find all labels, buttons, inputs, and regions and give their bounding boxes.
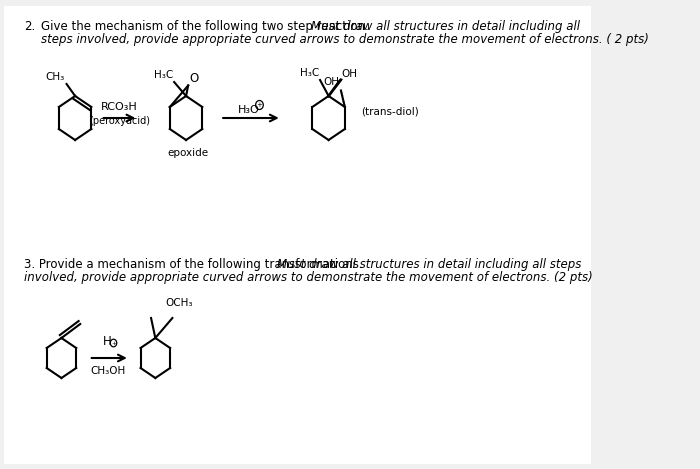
- Text: Give the mechanism of the following two step reaction.: Give the mechanism of the following two …: [41, 20, 372, 33]
- Text: (trans-diol): (trans-diol): [361, 106, 419, 116]
- Text: +: +: [111, 340, 116, 346]
- FancyBboxPatch shape: [4, 6, 592, 464]
- Text: RCO₃H: RCO₃H: [101, 102, 138, 112]
- Text: OH: OH: [323, 77, 340, 87]
- Text: H: H: [103, 335, 112, 348]
- Text: CH₃: CH₃: [46, 72, 65, 82]
- Text: epoxide: epoxide: [167, 148, 209, 158]
- Text: 2.: 2.: [24, 20, 35, 33]
- Text: OCH₃: OCH₃: [166, 298, 193, 308]
- Text: +: +: [256, 102, 262, 108]
- Text: (peroxyacid): (peroxyacid): [89, 116, 150, 126]
- Text: involved, provide appropriate curved arrows to demonstrate the movement of elect: involved, provide appropriate curved arr…: [24, 271, 593, 284]
- Text: Must draw all structures in detail including all steps: Must draw all structures in detail inclu…: [276, 258, 581, 271]
- Text: H₃C: H₃C: [300, 68, 319, 78]
- Text: CH₃OH: CH₃OH: [90, 366, 125, 376]
- Text: Must draw all structures in detail including all: Must draw all structures in detail inclu…: [311, 20, 580, 33]
- Text: steps involved, provide appropriate curved arrows to demonstrate the movement of: steps involved, provide appropriate curv…: [41, 33, 649, 46]
- Text: OH: OH: [342, 69, 358, 79]
- Text: 3. Provide a mechanism of the following transformations.: 3. Provide a mechanism of the following …: [24, 258, 366, 271]
- Text: H₃O: H₃O: [238, 105, 260, 115]
- Text: O: O: [190, 71, 199, 84]
- Polygon shape: [328, 79, 342, 96]
- Text: H₃C: H₃C: [154, 70, 174, 80]
